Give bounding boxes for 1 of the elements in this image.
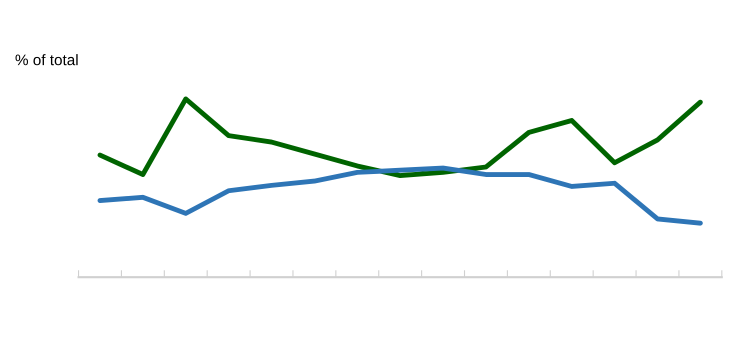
y-axis-title: % of total	[16, 54, 78, 66]
